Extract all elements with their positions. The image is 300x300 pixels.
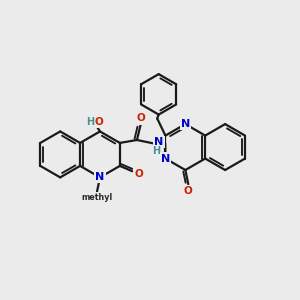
Text: O: O (184, 186, 193, 196)
Text: H: H (152, 146, 160, 156)
Text: N: N (181, 119, 190, 129)
Text: methyl: methyl (81, 193, 113, 202)
Text: H: H (86, 117, 94, 127)
Text: N: N (95, 172, 105, 182)
Text: O: O (134, 169, 143, 178)
Text: O: O (94, 117, 103, 127)
Text: N: N (161, 154, 170, 164)
Text: O: O (136, 113, 145, 124)
Text: N: N (154, 137, 164, 147)
